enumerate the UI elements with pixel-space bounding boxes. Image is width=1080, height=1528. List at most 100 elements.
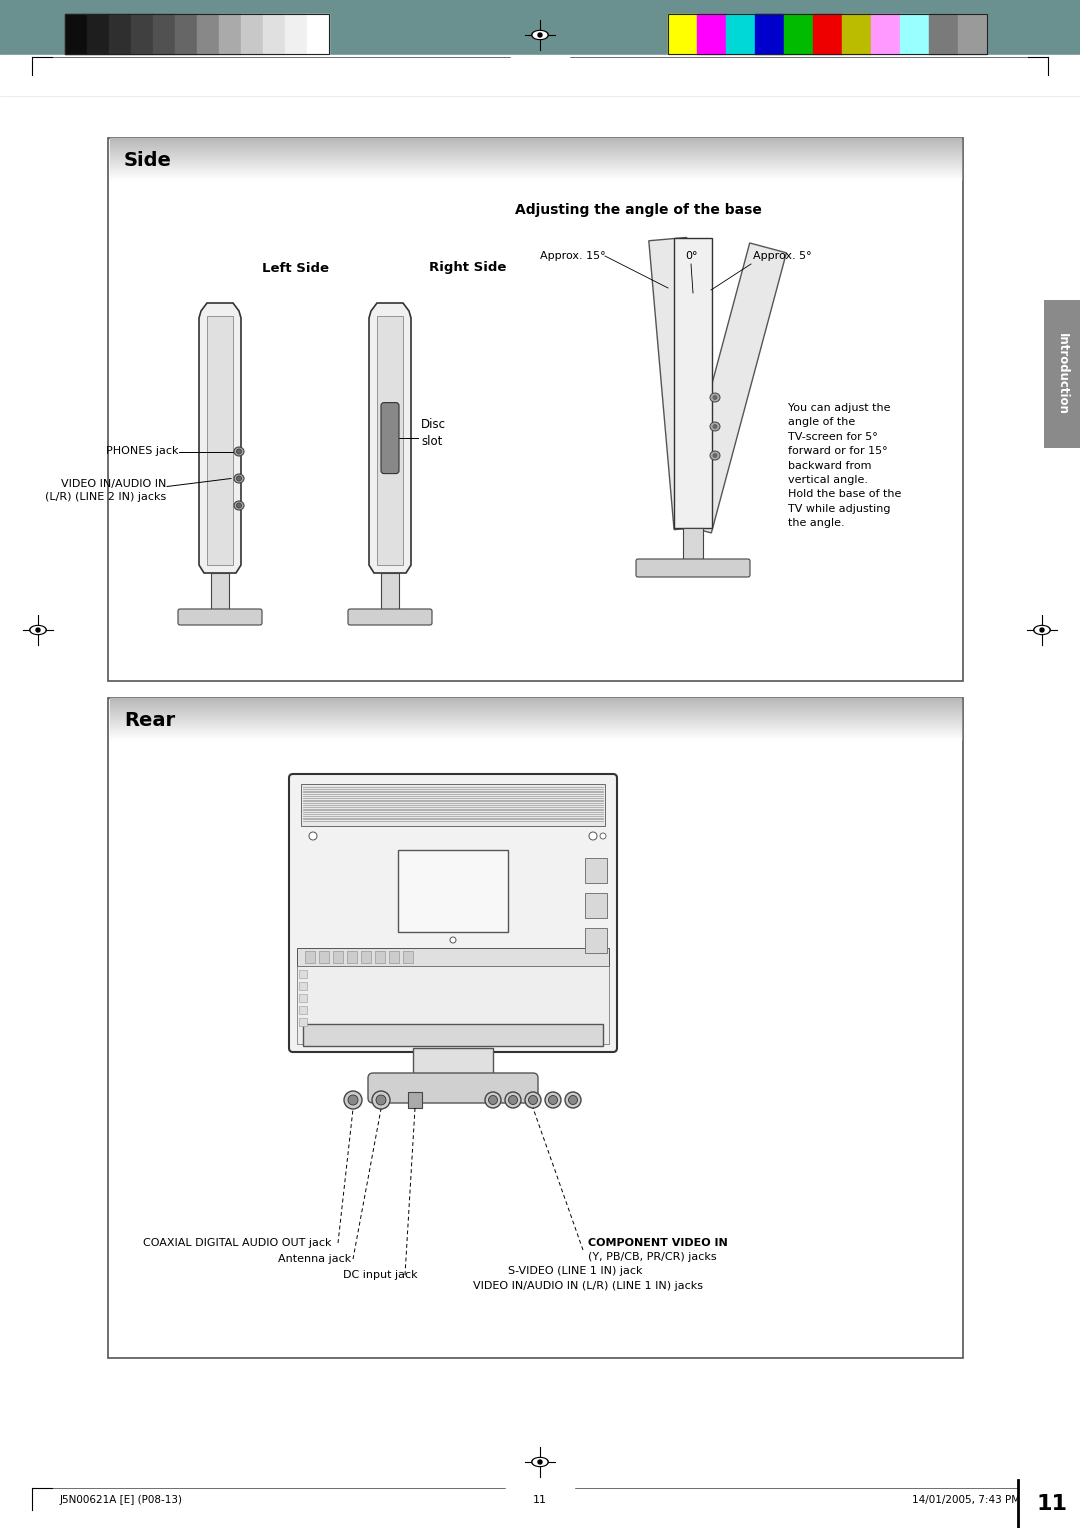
Text: (Y, PB/CB, PR/CR) jacks: (Y, PB/CB, PR/CR) jacks	[588, 1251, 717, 1262]
Ellipse shape	[549, 1096, 557, 1105]
Bar	[669, 14, 987, 53]
Bar	[109, 14, 131, 53]
Ellipse shape	[348, 1096, 357, 1105]
Bar	[697, 14, 726, 53]
Ellipse shape	[36, 628, 40, 633]
Bar	[299, 983, 307, 990]
Text: Antenna jack: Antenna jack	[278, 1254, 351, 1264]
Bar	[413, 1048, 492, 1077]
Ellipse shape	[600, 833, 606, 839]
Bar	[0, 0, 1080, 95]
Ellipse shape	[31, 626, 44, 634]
Bar	[683, 529, 703, 562]
Ellipse shape	[545, 1093, 561, 1108]
Bar	[755, 14, 784, 53]
Bar	[399, 850, 508, 932]
Ellipse shape	[713, 452, 717, 458]
Bar	[305, 950, 315, 963]
Text: Approx. 5°: Approx. 5°	[753, 251, 812, 261]
Bar	[219, 14, 241, 53]
Bar	[381, 573, 399, 611]
Ellipse shape	[485, 1093, 501, 1108]
Text: DC input jack: DC input jack	[343, 1270, 418, 1280]
Bar	[333, 950, 343, 963]
Text: VIDEO IN/AUDIO IN: VIDEO IN/AUDIO IN	[60, 478, 166, 489]
Ellipse shape	[538, 1459, 542, 1464]
Text: Rear: Rear	[124, 711, 175, 729]
Bar	[319, 950, 329, 963]
Bar	[1018, 1481, 1080, 1528]
Text: Approx. 15°: Approx. 15°	[540, 251, 606, 261]
Ellipse shape	[534, 32, 546, 38]
FancyBboxPatch shape	[178, 610, 262, 625]
Bar	[585, 927, 607, 953]
Ellipse shape	[234, 474, 244, 483]
Ellipse shape	[531, 1458, 549, 1467]
FancyBboxPatch shape	[289, 775, 617, 1051]
Ellipse shape	[713, 396, 717, 400]
Bar	[585, 859, 607, 883]
Bar	[669, 14, 697, 53]
Text: J5N00621A [E] (P08-13): J5N00621A [E] (P08-13)	[60, 1494, 183, 1505]
Bar	[375, 950, 384, 963]
Text: Right Side: Right Side	[430, 261, 507, 275]
Ellipse shape	[531, 31, 549, 40]
Polygon shape	[649, 237, 712, 530]
Text: 11: 11	[1037, 1494, 1067, 1514]
Ellipse shape	[528, 1096, 538, 1105]
Bar	[784, 14, 813, 53]
Bar	[207, 316, 233, 565]
Bar	[726, 14, 755, 53]
Text: You can adjust the
angle of the
TV-screen for 5°
forward or for 15°
backward fro: You can adjust the angle of the TV-scree…	[788, 403, 902, 529]
Ellipse shape	[710, 393, 720, 402]
Bar	[297, 966, 609, 1044]
Text: S-VIDEO (LINE 1 IN) jack: S-VIDEO (LINE 1 IN) jack	[508, 1267, 643, 1276]
Bar	[297, 947, 609, 966]
Ellipse shape	[538, 34, 542, 37]
Ellipse shape	[534, 1459, 546, 1465]
Bar	[842, 14, 870, 53]
Ellipse shape	[1034, 625, 1050, 634]
Bar	[299, 970, 307, 978]
Text: Disc
slot: Disc slot	[421, 419, 446, 448]
Bar	[264, 14, 285, 53]
Text: Adjusting the angle of the base: Adjusting the angle of the base	[514, 203, 761, 217]
Ellipse shape	[237, 449, 242, 454]
Bar	[299, 1005, 307, 1015]
Bar	[870, 14, 900, 53]
Ellipse shape	[372, 1091, 390, 1109]
Bar	[299, 995, 307, 1002]
Text: VIDEO IN/AUDIO IN (L/R) (LINE 1 IN) jacks: VIDEO IN/AUDIO IN (L/R) (LINE 1 IN) jack…	[473, 1280, 703, 1291]
Polygon shape	[369, 303, 411, 573]
Bar	[131, 14, 153, 53]
Ellipse shape	[525, 1093, 541, 1108]
Ellipse shape	[30, 625, 46, 634]
Ellipse shape	[237, 503, 242, 507]
Ellipse shape	[713, 423, 717, 429]
Bar	[361, 950, 372, 963]
Bar	[303, 1024, 603, 1047]
Polygon shape	[675, 243, 786, 533]
Text: (L/R) (LINE 2 IN) jacks: (L/R) (LINE 2 IN) jacks	[44, 492, 166, 501]
Bar	[65, 14, 87, 53]
Bar	[347, 950, 357, 963]
Bar	[108, 138, 963, 681]
Ellipse shape	[234, 448, 244, 455]
FancyBboxPatch shape	[636, 559, 750, 578]
Ellipse shape	[309, 833, 318, 840]
FancyBboxPatch shape	[348, 610, 432, 625]
Polygon shape	[674, 238, 712, 529]
Bar	[153, 14, 175, 53]
Text: Introduction: Introduction	[1055, 333, 1068, 416]
Bar	[285, 14, 307, 53]
Ellipse shape	[509, 1096, 517, 1105]
Ellipse shape	[376, 1096, 386, 1105]
Bar	[813, 14, 842, 53]
Bar	[408, 1093, 422, 1108]
Bar	[377, 316, 403, 565]
Text: Side: Side	[124, 150, 172, 170]
Bar	[175, 14, 197, 53]
FancyBboxPatch shape	[368, 1073, 538, 1103]
Ellipse shape	[710, 451, 720, 460]
Bar	[0, 55, 1080, 95]
